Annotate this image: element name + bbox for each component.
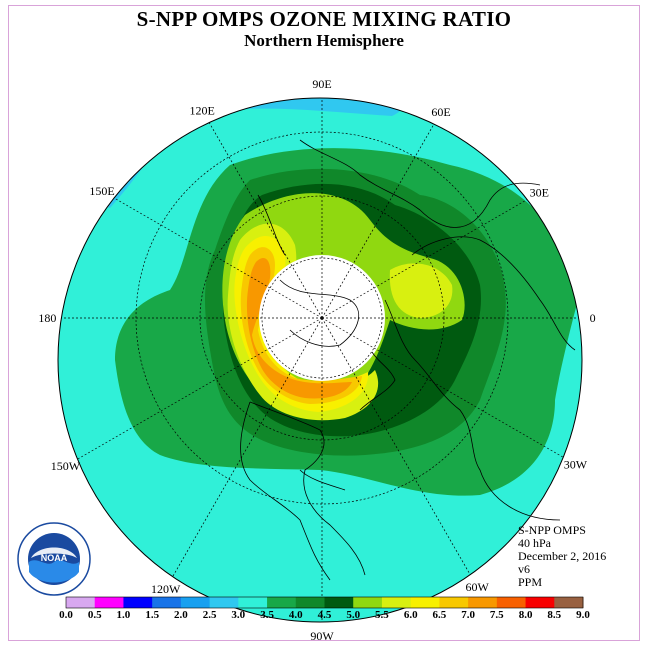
longitude-label-30e: 30E [530,186,549,200]
coastline-asia-east [257,194,286,256]
longitude-label-60w: 60W [466,580,490,594]
longitude-label-90e: 90E [312,77,331,91]
colorbar-label: 5.5 [375,609,389,621]
coastline-arctic [279,279,360,347]
colorbar-swatch [353,597,383,608]
colorbar-label: 9.0 [576,609,590,621]
colorbar-label: 1.5 [145,609,159,621]
colorbar-swatch [94,597,124,608]
colorbar-label: 7.0 [461,609,475,621]
meridian-30w [321,317,564,458]
coastline-asia-west [411,236,576,351]
colorbar-swatch [295,597,325,608]
colorbar-label: 0.0 [59,609,73,621]
colorbar-label: 8.0 [519,609,533,621]
map-subtitle: Northern Hemisphere [244,31,404,50]
colorbar-swatch [554,597,584,608]
ozone-band-7.5-8.0 [246,257,352,399]
colorbar-swatch [381,597,412,608]
colorbar-swatch [525,597,555,608]
longitude-label-180: 180 [38,311,56,325]
info-instrument: S-NPP OMPS [518,523,586,537]
graticule [61,98,579,622]
info-level: 40 hPa [518,536,551,550]
info-version: v6 [518,562,530,576]
noaa-logo: NOAA [17,522,91,601]
meridian-150e [113,197,323,319]
colorbar-swatch [66,597,96,608]
colorbar-frame [65,596,584,609]
coastline-asia-north [299,139,541,228]
svg-text:NOAA: NOAA [41,553,68,563]
colorbar-label: 4.0 [289,609,303,621]
meridian-60w [321,317,471,575]
info-units: PPM [518,575,543,589]
meridian-120e [208,122,323,319]
coastline-north-america-west [240,401,331,581]
colorbar-swatch [410,597,440,608]
colorbar-label: 3.5 [260,609,274,621]
longitude-label-150w: 150W [51,459,81,473]
colorbar-swatch [324,597,354,608]
colorbar-swatch [468,597,498,608]
colorbar-label: 4.5 [318,609,332,621]
longitude-label-120w: 120W [151,582,181,596]
map-boundary [57,97,583,623]
colorbar-swatch [180,597,211,608]
colorbar-swatch [152,597,182,608]
meridian-150w [77,317,323,460]
colorbar-label: 2.0 [174,609,188,621]
colorbar-swatch [496,597,527,608]
colorbar-swatch [439,597,469,608]
colorbar-label: 5.0 [346,609,360,621]
product-info: S-NPP OMPS 40 hPa December 2, 2016 v6 PP… [518,524,606,589]
ozone-band-3.0-3.5 [210,98,406,116]
longitude-label-90w: 90W [310,629,334,643]
colorbar-swatch [267,597,297,608]
meridian-120w [172,317,323,577]
colorbar-swatch [123,597,153,608]
meridian-30e [321,199,528,319]
coastline-europe-africa [384,299,561,521]
colorbar-label: 8.5 [547,609,561,621]
longitude-label-30w: 30W [564,457,588,471]
coastline-greenland [359,351,396,411]
coastlines [240,139,576,581]
noaa-emblem: NOAA [17,522,91,596]
longitude-label-60e: 60E [431,105,450,119]
longitude-label-0: 0 [590,311,596,325]
colorbar-swatch [209,597,239,608]
longitude-label-150e: 150E [89,184,114,198]
colorbar-swatch [238,597,268,608]
map-title: S-NPP OMPS OZONE MIXING RATIO [136,7,512,31]
colorbar-label: 0.5 [88,609,102,621]
coastline-gulf [299,469,346,491]
colorbar-label: 3.0 [231,609,245,621]
meridian-60e [321,123,435,319]
colorbar-label: 6.5 [433,609,447,621]
colorbar-label: 2.5 [203,609,217,621]
colorbar-label: 1.0 [117,609,131,621]
info-date: December 2, 2016 [518,549,607,563]
coastline-north-america-east [249,401,366,576]
longitude-label-120e: 120E [190,104,215,118]
colorbar-label: 6.0 [404,609,418,621]
colorbar-label: 7.5 [490,609,504,621]
